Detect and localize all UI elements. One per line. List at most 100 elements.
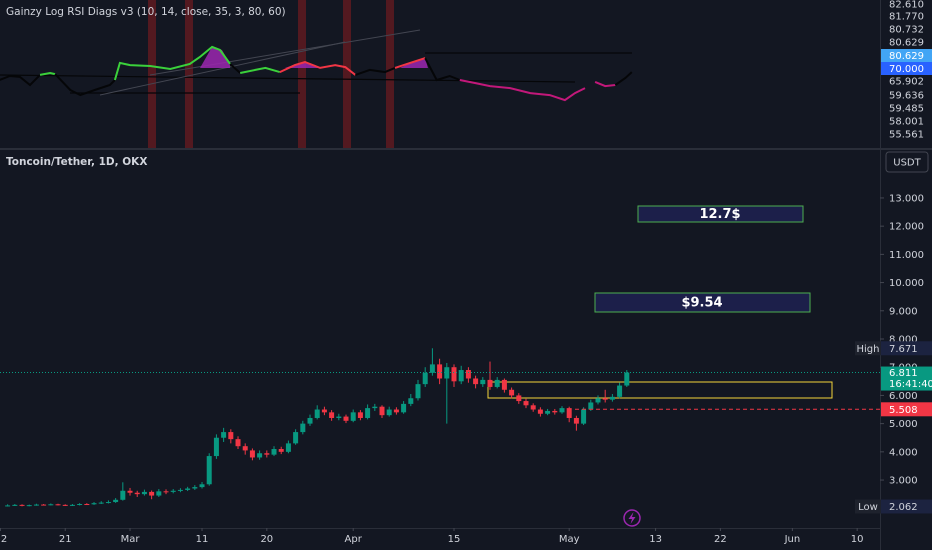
scale-label: 65.902 bbox=[889, 77, 924, 88]
trend-line bbox=[149, 29, 421, 76]
candle-body bbox=[624, 372, 630, 386]
candle-body bbox=[552, 410, 558, 413]
candle-body bbox=[408, 398, 414, 404]
x-tick-label: May bbox=[559, 534, 580, 545]
target-box bbox=[637, 205, 804, 223]
candle-body bbox=[206, 456, 212, 485]
candle-body bbox=[566, 408, 572, 418]
indicator-line bbox=[113, 45, 231, 81]
high-badge-label: 7.671 bbox=[889, 344, 918, 355]
candle-body bbox=[393, 409, 399, 413]
candle-body bbox=[609, 396, 615, 400]
value-badge bbox=[881, 62, 932, 75]
band bbox=[298, 0, 306, 148]
candle-body bbox=[98, 502, 104, 504]
candle-body bbox=[228, 432, 234, 440]
value-badge-label: 70.000 bbox=[889, 64, 924, 75]
candle-body bbox=[537, 409, 543, 414]
currency-button[interactable] bbox=[885, 151, 929, 173]
candle-body bbox=[523, 401, 529, 406]
candle-body bbox=[91, 503, 97, 505]
candle-body bbox=[293, 432, 299, 444]
last-price-label: 6.811 bbox=[889, 368, 918, 379]
event-icon bbox=[623, 509, 641, 527]
candle-body bbox=[509, 389, 515, 396]
indicator-line bbox=[39, 71, 56, 76]
candle-body bbox=[307, 417, 313, 424]
band bbox=[386, 0, 394, 148]
candle-body bbox=[170, 490, 176, 492]
candle-body bbox=[177, 489, 183, 491]
candle-body bbox=[249, 450, 255, 458]
scale-label: 80.732 bbox=[889, 25, 924, 36]
candle-body bbox=[401, 403, 407, 413]
candle-body bbox=[494, 379, 500, 387]
y-tick-label: 5.000 bbox=[889, 419, 918, 430]
scale-label: 55.561 bbox=[889, 130, 924, 141]
band bbox=[343, 0, 351, 148]
candle-body bbox=[199, 484, 205, 488]
y-tick-label: 11.000 bbox=[889, 250, 924, 261]
candle-body bbox=[343, 416, 349, 421]
candle-body bbox=[278, 449, 284, 452]
candle-body bbox=[257, 453, 263, 458]
scale-label: 59.485 bbox=[889, 104, 924, 115]
candle-body bbox=[48, 504, 54, 506]
y-tick-label: 8.000 bbox=[889, 335, 918, 346]
range-box bbox=[487, 381, 833, 399]
trend-line bbox=[0, 74, 576, 83]
candle-body bbox=[329, 412, 335, 418]
candle-body bbox=[235, 439, 241, 447]
value-badge-label: 80.629 bbox=[889, 51, 924, 62]
candle-body bbox=[134, 492, 140, 495]
candle-body bbox=[429, 364, 435, 373]
target-box bbox=[594, 292, 811, 313]
y-tick-label: 9.000 bbox=[889, 306, 918, 317]
candle-body bbox=[357, 412, 363, 418]
candle-body bbox=[213, 437, 219, 457]
low-badge bbox=[881, 499, 932, 514]
icon-ring bbox=[623, 509, 641, 527]
x-tick-label: 21 bbox=[59, 534, 72, 545]
indicator-line bbox=[394, 57, 426, 69]
symbol-title: Toncoin/Tether, 1D, OKX bbox=[6, 156, 147, 168]
candle-body bbox=[559, 408, 565, 413]
candle-body bbox=[156, 491, 162, 496]
trend-line bbox=[99, 41, 346, 96]
candle-body bbox=[285, 443, 291, 452]
candle-body bbox=[113, 499, 119, 503]
y-tick-label: 13.000 bbox=[889, 193, 924, 204]
indicator-line bbox=[0, 74, 41, 87]
candle-body bbox=[437, 364, 443, 379]
icon-bolt bbox=[628, 512, 636, 524]
candle-body bbox=[336, 416, 342, 418]
countdown-label: 16:41:40 bbox=[889, 379, 932, 390]
y-tick-label: 3.000 bbox=[889, 476, 918, 487]
band bbox=[148, 0, 156, 148]
band bbox=[185, 0, 193, 148]
candle-body bbox=[415, 384, 421, 399]
candle-body bbox=[473, 378, 479, 385]
y-tick-label: 6.000 bbox=[889, 391, 918, 402]
candle-body bbox=[12, 504, 18, 506]
fill bbox=[400, 58, 428, 68]
target-label: 12.7$ bbox=[699, 207, 740, 222]
candle-body bbox=[192, 487, 198, 489]
indicator-line bbox=[239, 66, 281, 74]
candles bbox=[5, 348, 630, 507]
candle-body bbox=[264, 453, 270, 455]
candle-body bbox=[372, 406, 378, 409]
candle-body bbox=[163, 491, 169, 493]
candle-body bbox=[149, 491, 155, 496]
candle-body bbox=[350, 412, 356, 421]
indicator-line bbox=[614, 71, 633, 86]
candle-body bbox=[465, 370, 471, 379]
low-tag bbox=[855, 499, 881, 514]
candle-body bbox=[451, 367, 457, 382]
candle-body bbox=[19, 504, 25, 506]
candle-body bbox=[458, 370, 464, 382]
y-tick-label: 10.000 bbox=[889, 278, 924, 289]
candle-body bbox=[62, 504, 68, 506]
